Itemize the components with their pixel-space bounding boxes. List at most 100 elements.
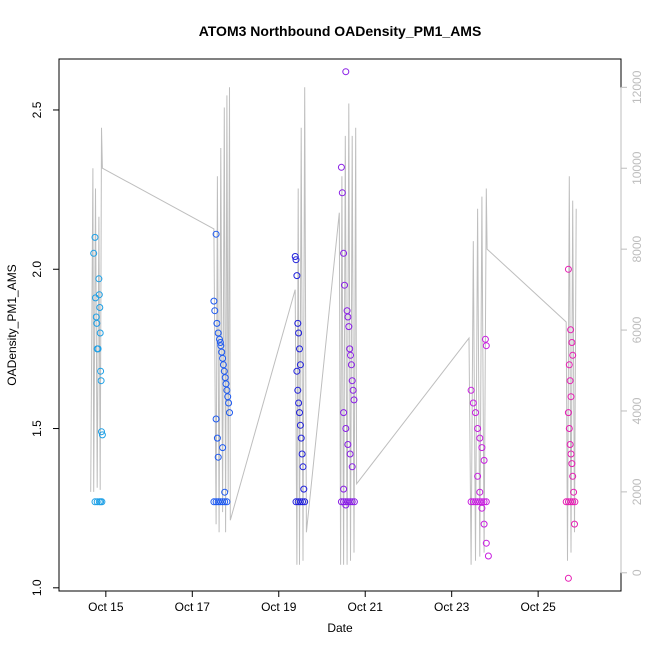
y2-tick-label: 8000	[630, 235, 644, 262]
data-point	[481, 335, 489, 343]
data-point	[219, 361, 227, 369]
altitude-trace	[90, 87, 577, 565]
y2-tick-label: 6000	[630, 316, 644, 343]
data-point	[350, 498, 358, 506]
data-point	[569, 498, 577, 506]
data-point	[96, 329, 104, 337]
y2-tick-label: 12000	[630, 70, 644, 104]
data-point	[344, 441, 352, 448]
data-point	[342, 501, 350, 509]
data-point	[91, 233, 99, 241]
data-point	[467, 386, 475, 394]
data-point	[566, 441, 574, 448]
data-point	[476, 488, 484, 496]
data-point	[338, 189, 346, 197]
data-point	[568, 460, 576, 468]
data-point	[469, 399, 477, 407]
data-point	[216, 335, 223, 343]
data-point	[297, 434, 305, 442]
data-point	[348, 463, 356, 471]
data-point	[90, 249, 98, 257]
data-point	[571, 498, 579, 506]
data-point	[300, 485, 308, 493]
data-point	[567, 498, 575, 506]
data-point	[348, 498, 356, 506]
data-point	[210, 297, 218, 305]
data-point	[570, 488, 578, 496]
data-point	[212, 415, 220, 423]
data-point	[292, 256, 300, 264]
data-point	[567, 326, 575, 334]
y2-tick-label: 2000	[630, 478, 644, 505]
data-point	[482, 342, 490, 350]
data-point	[98, 431, 106, 439]
data-point	[214, 453, 222, 461]
data-point	[220, 367, 228, 375]
data-point	[349, 386, 357, 394]
data-point	[567, 450, 575, 458]
data-point	[296, 345, 303, 353]
data-point	[568, 339, 576, 346]
data-point	[222, 380, 230, 388]
x-tick-label: Oct 21	[348, 600, 384, 614]
data-point	[298, 450, 306, 458]
y-tick-label: 2.5	[30, 101, 44, 118]
data-point	[97, 367, 105, 375]
data-point	[95, 275, 103, 283]
series-6	[562, 265, 579, 582]
data-point	[476, 434, 484, 442]
y-tick-label: 2.0	[30, 261, 44, 278]
data-point	[94, 345, 102, 353]
data-point	[293, 272, 301, 280]
data-point	[567, 393, 575, 401]
x-tick-label: Oct 23	[434, 600, 470, 614]
data-point	[226, 409, 233, 417]
y-axis: 1.0 1.5 2.0 2.5	[30, 101, 60, 596]
data-point	[213, 319, 221, 327]
data-point	[564, 265, 572, 273]
data-point	[295, 329, 303, 337]
y2-tick-label: 10000	[630, 151, 644, 185]
data-point	[566, 377, 574, 385]
data-point	[565, 361, 573, 369]
data-point	[299, 463, 307, 471]
data-point	[342, 425, 350, 432]
y-tick-label: 1.0	[30, 579, 44, 596]
data-point	[340, 249, 348, 257]
data-point	[296, 498, 304, 506]
data-point	[291, 253, 299, 260]
data-point	[478, 498, 486, 506]
data-point	[480, 498, 488, 506]
data-point	[296, 421, 304, 429]
altitude-line	[90, 87, 577, 565]
x-tick-label: Oct 15	[88, 600, 124, 614]
data-points	[90, 68, 579, 582]
data-point	[337, 163, 345, 171]
data-point	[482, 539, 490, 547]
data-point	[219, 498, 227, 506]
data-point	[296, 409, 303, 417]
data-point	[299, 498, 306, 506]
data-point	[214, 329, 222, 337]
y-tick-label: 1.5	[30, 420, 44, 437]
data-point	[482, 498, 490, 506]
y2-axis: 0 2000 4000 6000 8000 10000 12000	[620, 70, 644, 576]
data-point	[98, 428, 105, 436]
data-point	[340, 409, 348, 417]
data-point	[97, 377, 105, 385]
data-point	[216, 339, 224, 346]
data-point	[347, 361, 355, 369]
x-tick-label: Oct 17	[175, 600, 211, 614]
data-point	[569, 472, 577, 480]
series-5	[467, 335, 492, 560]
data-point	[564, 574, 572, 582]
data-point	[296, 361, 304, 369]
data-point	[348, 377, 356, 385]
data-point	[474, 472, 482, 480]
series-2	[210, 230, 233, 506]
data-point	[301, 498, 309, 506]
data-point	[474, 425, 482, 432]
data-point	[217, 342, 225, 350]
data-point	[293, 367, 301, 375]
